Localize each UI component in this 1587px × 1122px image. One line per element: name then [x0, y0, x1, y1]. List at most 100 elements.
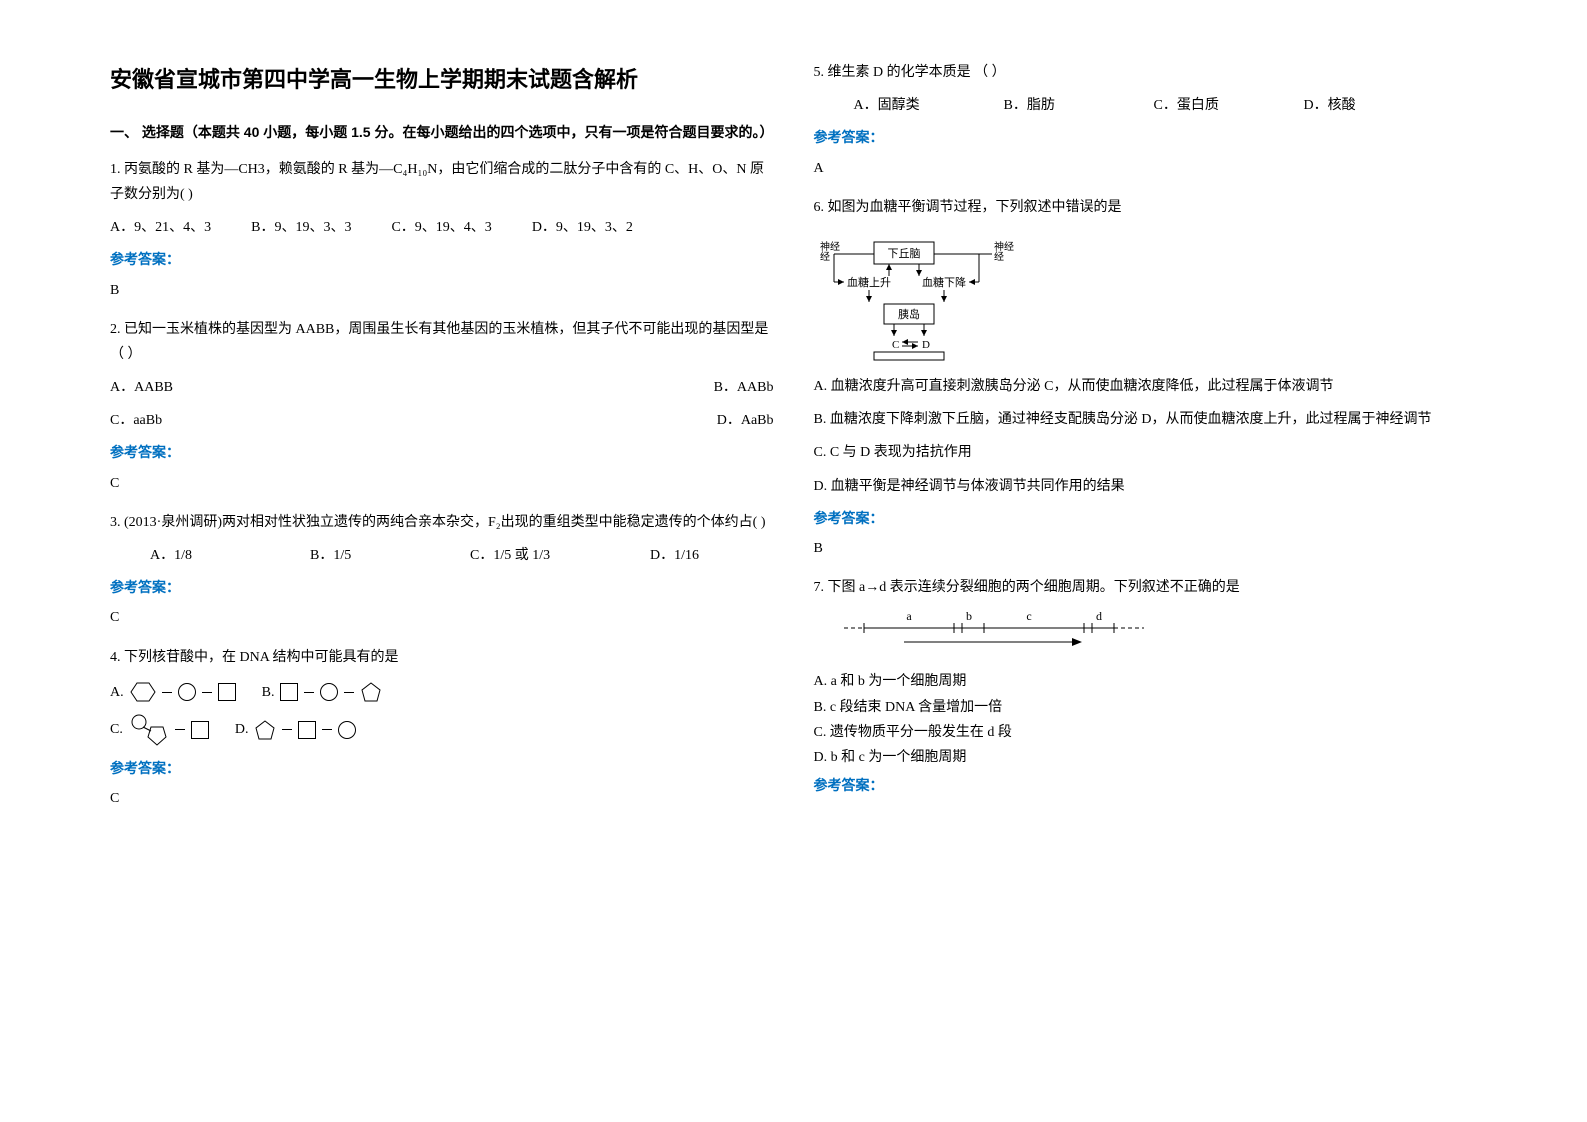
question-3: 3. (2013·泉州调研)两对相对性状独立遗传的两纯合亲本杂交，F₂出现的重组… [110, 510, 774, 631]
q7-optA: A. a 和 b 为一个细胞周期 [814, 669, 1478, 694]
q1-optC: C．9、19、4、3 [391, 215, 491, 240]
pentagon-icon [360, 681, 382, 703]
section-header: 一、 选择题（本题共 40 小题，每小题 1.5 分。在每小题给出的四个选项中，… [110, 120, 774, 145]
q7-optC: C. 遗传物质平分一般发生在 d 段 [814, 720, 1478, 745]
q2-answer: C [110, 471, 774, 496]
page-title: 安徽省宣城市第四中学高一生物上学期期末试题含解析 [110, 60, 774, 100]
q6-flow-diagram: 神经 经 神经 经 下丘脑 血糖上升 血糖下降 [814, 232, 1034, 362]
q3-answer: C [110, 605, 774, 630]
q5-optC: C．蛋白质 [1154, 93, 1264, 118]
pentagon-icon [254, 719, 276, 741]
timeline-svg: a b c d [814, 608, 1154, 652]
q3-options: A．1/8 B．1/5 C．1/5 或 1/3 D．1/16 [110, 543, 774, 568]
question-2: 2. 已知一玉米植株的基因型为 AABB，周围虽生长有其他基因的玉米植株，但其子… [110, 317, 774, 496]
q6-text: 6. 如图为血糖平衡调节过程，下列叙述中错误的是 [814, 195, 1478, 220]
dash-icon [202, 692, 212, 693]
flow-sugar-up: 血糖上升 [847, 275, 891, 289]
circle-icon [178, 683, 196, 701]
q2-optA: A．AABB [110, 375, 173, 400]
q4-rowCD: C. D. [110, 713, 774, 747]
q1-answer-label: 参考答案： [110, 248, 774, 273]
q4-labelA: A. [110, 680, 124, 705]
dash-icon [282, 729, 292, 730]
q7-text: 7. 下图 a→d 表示连续分裂细胞的两个细胞周期。下列叙述不正确的是 [814, 575, 1478, 600]
q7-timeline-diagram: a b c d [814, 608, 1478, 661]
q2-answer-label: 参考答案： [110, 441, 774, 466]
square-icon [280, 683, 298, 701]
q5-optD: D．核酸 [1304, 93, 1356, 118]
q2-optD: D．AaBb [717, 408, 774, 433]
q7-answer-label: 参考答案： [814, 774, 1478, 799]
circle-icon [320, 683, 338, 701]
q6-optA: A. 血糖浓度升高可直接刺激胰岛分泌 C，从而使血糖浓度降低，此过程属于体液调节 [814, 374, 1478, 399]
hexagon-icon [130, 681, 156, 703]
q3-optC: C．1/5 或 1/3 [470, 543, 610, 568]
flow-C: C [892, 339, 899, 351]
dash-icon [322, 729, 332, 730]
q4-answer-label: 参考答案： [110, 757, 774, 782]
q6-optC: C. C 与 D 表现为拮抗作用 [814, 440, 1478, 465]
svg-text:经: 经 [994, 250, 1004, 263]
question-4: 4. 下列核苷酸中，在 DNA 结构中可能具有的是 A. B. C. [110, 645, 774, 812]
square-icon [191, 721, 209, 739]
flow-D: D [922, 339, 930, 351]
dash-icon [304, 692, 314, 693]
q5-answer-label: 参考答案： [814, 126, 1478, 151]
question-5: 5. 维生素 D 的化学本质是 （ ） A．固醇类 B．脂肪 C．蛋白质 D．核… [814, 60, 1478, 181]
flow-pancreas: 胰岛 [898, 307, 920, 321]
q3-optD: D．1/16 [650, 543, 699, 568]
q2-optC: C．aaBb [110, 408, 162, 433]
q5-answer: A [814, 156, 1478, 181]
flow-hypothalamus: 下丘脑 [887, 247, 920, 260]
q4-text: 4. 下列核苷酸中，在 DNA 结构中可能具有的是 [110, 645, 774, 670]
q1-optD: D．9、19、3、2 [532, 215, 633, 240]
question-6: 6. 如图为血糖平衡调节过程，下列叙述中错误的是 神经 经 神经 经 下丘脑 血… [814, 195, 1478, 561]
q7-optD: D. b 和 c 为一个细胞周期 [814, 745, 1478, 770]
q2-text: 2. 已知一玉米植株的基因型为 AABB，周围虽生长有其他基因的玉米植株，但其子… [110, 317, 774, 367]
question-7: 7. 下图 a→d 表示连续分裂细胞的两个细胞周期。下列叙述不正确的是 a b … [814, 575, 1478, 799]
q7-optB: B. c 段结束 DNA 含量增加一倍 [814, 695, 1478, 720]
square-icon [298, 721, 316, 739]
q4-labelC: C. [110, 717, 123, 742]
dash-icon [162, 692, 172, 693]
q3-optB: B．1/5 [310, 543, 430, 568]
square-icon [218, 683, 236, 701]
q4-labelD: D. [235, 717, 249, 742]
q3-answer-label: 参考答案： [110, 576, 774, 601]
q4-rowAB: A. B. [110, 680, 774, 705]
q6-optB: B. 血糖浓度下降刺激下丘脑，通过神经支配胰岛分泌 D，从而使血糖浓度上升，此过… [814, 407, 1478, 432]
right-column: 5. 维生素 D 的化学本质是 （ ） A．固醇类 B．脂肪 C．蛋白质 D．核… [794, 60, 1498, 1062]
q6-answer-label: 参考答案： [814, 507, 1478, 532]
circle-pentagon-icon [129, 713, 169, 747]
q5-optA: A．固醇类 [854, 93, 964, 118]
q3-optA: A．1/8 [150, 543, 270, 568]
question-1: 1. 丙氨酸的 R 基为—CH3，赖氨酸的 R 基为—C₄H₁₀N，由它们缩合成… [110, 157, 774, 303]
q5-optB: B．脂肪 [1004, 93, 1114, 118]
q1-answer: B [110, 278, 774, 303]
q4-diagram: A. B. C. [110, 680, 774, 747]
dash-icon [344, 692, 354, 693]
left-column: 安徽省宣城市第四中学高一生物上学期期末试题含解析 一、 选择题（本题共 40 小… [90, 60, 794, 1062]
q1-options: A．9、21、4、3 B．9、19、3、3 C．9、19、4、3 D．9、19、… [110, 215, 774, 240]
flowchart-svg: 神经 经 神经 经 下丘脑 血糖上升 血糖下降 [814, 232, 1034, 362]
q2-row2: C．aaBb D．AaBb [110, 408, 774, 433]
q1-text: 1. 丙氨酸的 R 基为—CH3，赖氨酸的 R 基为—C₄H₁₀N，由它们缩合成… [110, 157, 774, 207]
tl-a: a [906, 609, 912, 623]
q3-text: 3. (2013·泉州调研)两对相对性状独立遗传的两纯合亲本杂交，F₂出现的重组… [110, 510, 774, 535]
dash-icon [175, 729, 185, 730]
q4-labelB: B. [262, 680, 275, 705]
q2-row1: A．AABB B．AABb [110, 375, 774, 400]
q5-options: A．固醇类 B．脂肪 C．蛋白质 D．核酸 [814, 93, 1478, 118]
q4-answer: C [110, 786, 774, 811]
q1-optB: B．9、19、3、3 [251, 215, 351, 240]
tl-d: d [1096, 609, 1102, 623]
tl-b: b [966, 609, 972, 623]
flow-sugar-down: 血糖下降 [922, 275, 966, 289]
q6-optD: D. 血糖平衡是神经调节与体液调节共同作用的结果 [814, 474, 1478, 499]
q2-optB: B．AABb [714, 375, 774, 400]
circle-icon [338, 721, 356, 739]
tl-c: c [1026, 609, 1031, 623]
svg-text:经: 经 [820, 250, 830, 263]
q5-text: 5. 维生素 D 的化学本质是 （ ） [814, 60, 1478, 85]
q1-optA: A．9、21、4、3 [110, 215, 211, 240]
